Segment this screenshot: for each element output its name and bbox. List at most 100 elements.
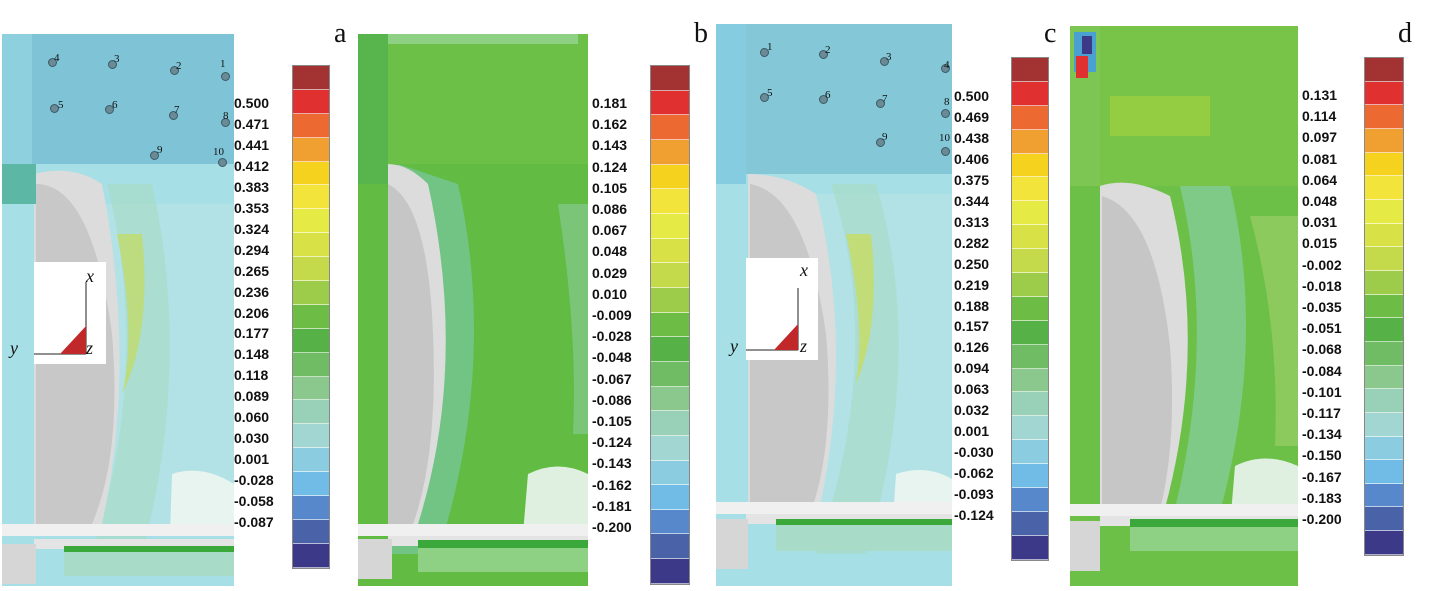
scale-label: 0.324 (234, 220, 270, 237)
probe-label-4: 4 (54, 52, 60, 64)
scale-label: 0.081 (1302, 150, 1338, 167)
scale-label: 0.471 (234, 115, 270, 132)
colorbar-swatch (1365, 58, 1403, 82)
scale-label: 0.219 (954, 276, 990, 293)
probe-8 (941, 109, 950, 118)
contour-panel-b (358, 34, 588, 586)
colorbar-swatch (651, 411, 689, 436)
colorbar-swatch (293, 233, 329, 258)
scale-label: -0.048 (592, 349, 632, 366)
colorbar-swatch (651, 361, 689, 387)
colorbar-swatch (651, 312, 689, 338)
colorbar-swatch (1012, 464, 1048, 489)
probe-label-7: 7 (882, 93, 888, 105)
probe-8 (221, 118, 230, 127)
colorbar-swatch (1012, 320, 1048, 345)
scale-label: 0.206 (234, 304, 270, 321)
probe-3 (108, 60, 117, 69)
colorbar-swatch (1012, 177, 1048, 202)
scale-label: 0.148 (234, 346, 270, 363)
probe-label-1: 1 (220, 58, 226, 70)
colorbar-swatch (1012, 511, 1048, 536)
colorbar-swatch (293, 209, 329, 234)
scale-label: 0.236 (234, 283, 270, 300)
scale-label: -0.101 (1302, 383, 1342, 400)
scale-label: -0.009 (592, 307, 632, 323)
colorbar-swatch (1365, 318, 1403, 342)
scale-label: 0.162 (592, 116, 628, 133)
scale-label: -0.087 (234, 514, 274, 530)
scale-label: -0.002 (1302, 256, 1342, 273)
scale-label: -0.134 (1302, 426, 1342, 443)
colorbar-swatch (1365, 223, 1403, 248)
colorbar-swatch (1365, 105, 1403, 129)
colorbar-swatch (1365, 365, 1403, 390)
scale-label: -0.058 (234, 493, 274, 510)
probe-label-2: 2 (825, 44, 831, 56)
scale-label: -0.067 (592, 370, 632, 387)
scale-label: -0.124 (954, 507, 994, 523)
colorbar-swatch (651, 435, 689, 461)
scale-label: 0.412 (234, 157, 270, 174)
colorbar-swatch (1365, 199, 1403, 224)
scale-label: -0.062 (954, 465, 994, 482)
colorbar-swatch (1365, 389, 1403, 413)
colorbar-swatch (651, 115, 689, 140)
axis-label-y: y (10, 338, 18, 358)
colorbar-swatch (293, 376, 329, 401)
scale-label: 0.094 (954, 360, 990, 377)
colorbar-swatch (1365, 247, 1403, 271)
probe-6 (105, 105, 114, 114)
colorbar-swatch (1365, 81, 1403, 106)
axis-label-z: z (800, 336, 808, 356)
scale-label: 0.015 (1302, 235, 1338, 252)
scale-label: -0.030 (954, 444, 994, 461)
colorbar-swatch (651, 485, 689, 510)
colorbar-swatch (293, 185, 329, 210)
scale-label: -0.162 (592, 476, 632, 493)
scale-label: 0.313 (954, 213, 990, 230)
colorbar-swatch (1012, 105, 1048, 130)
probe-5 (50, 104, 59, 113)
colorbar-swatch (1365, 176, 1403, 200)
colorbar-swatch (293, 257, 329, 282)
colorbar-swatch (293, 89, 329, 114)
colorbar-swatch (651, 189, 689, 214)
scale-label: -0.093 (954, 486, 994, 503)
scale-label: -0.143 (592, 455, 632, 472)
colorbar-swatch (651, 164, 689, 190)
colorbar-swatch (293, 519, 329, 544)
probe-9 (876, 138, 885, 147)
colorbar-swatch (293, 66, 329, 90)
colorbar-swatch (1365, 128, 1403, 153)
scale-label: 0.282 (954, 234, 990, 251)
colorbar-swatch (1365, 460, 1403, 484)
colorbar-swatch (293, 161, 329, 186)
colorbar-swatch (1012, 535, 1048, 560)
probe-label-3: 3 (886, 51, 892, 63)
scale-label: 0.001 (954, 423, 990, 440)
scale-label: -0.068 (1302, 341, 1342, 358)
probe-10 (941, 147, 950, 156)
colorbar-swatch (651, 90, 689, 116)
colorbar-swatch (651, 139, 689, 165)
panel-tag-b: b (694, 18, 708, 49)
panel-tag-c: c (1044, 18, 1057, 49)
probe-label-10: 10 (939, 132, 950, 144)
colorbar-swatch (1012, 58, 1048, 82)
scale-label: 0.048 (1302, 193, 1338, 209)
colorbar-swatch (1012, 488, 1048, 512)
colorbar-swatch (293, 137, 329, 162)
colorbar-swatch (293, 400, 329, 425)
contour-panel-d (1070, 26, 1298, 586)
probe-label-8: 8 (944, 96, 950, 108)
colorbar-swatch (1012, 129, 1048, 154)
probe-label-2: 2 (176, 60, 182, 72)
scale-label: -0.200 (1302, 511, 1342, 527)
colorbar-c (1011, 57, 1049, 561)
scale-label: -0.084 (1302, 362, 1342, 379)
colorbar-swatch (651, 238, 689, 264)
colorbar-swatch (1012, 440, 1048, 465)
probe-label-10: 10 (213, 146, 224, 158)
colorbar-swatch (1365, 294, 1403, 319)
